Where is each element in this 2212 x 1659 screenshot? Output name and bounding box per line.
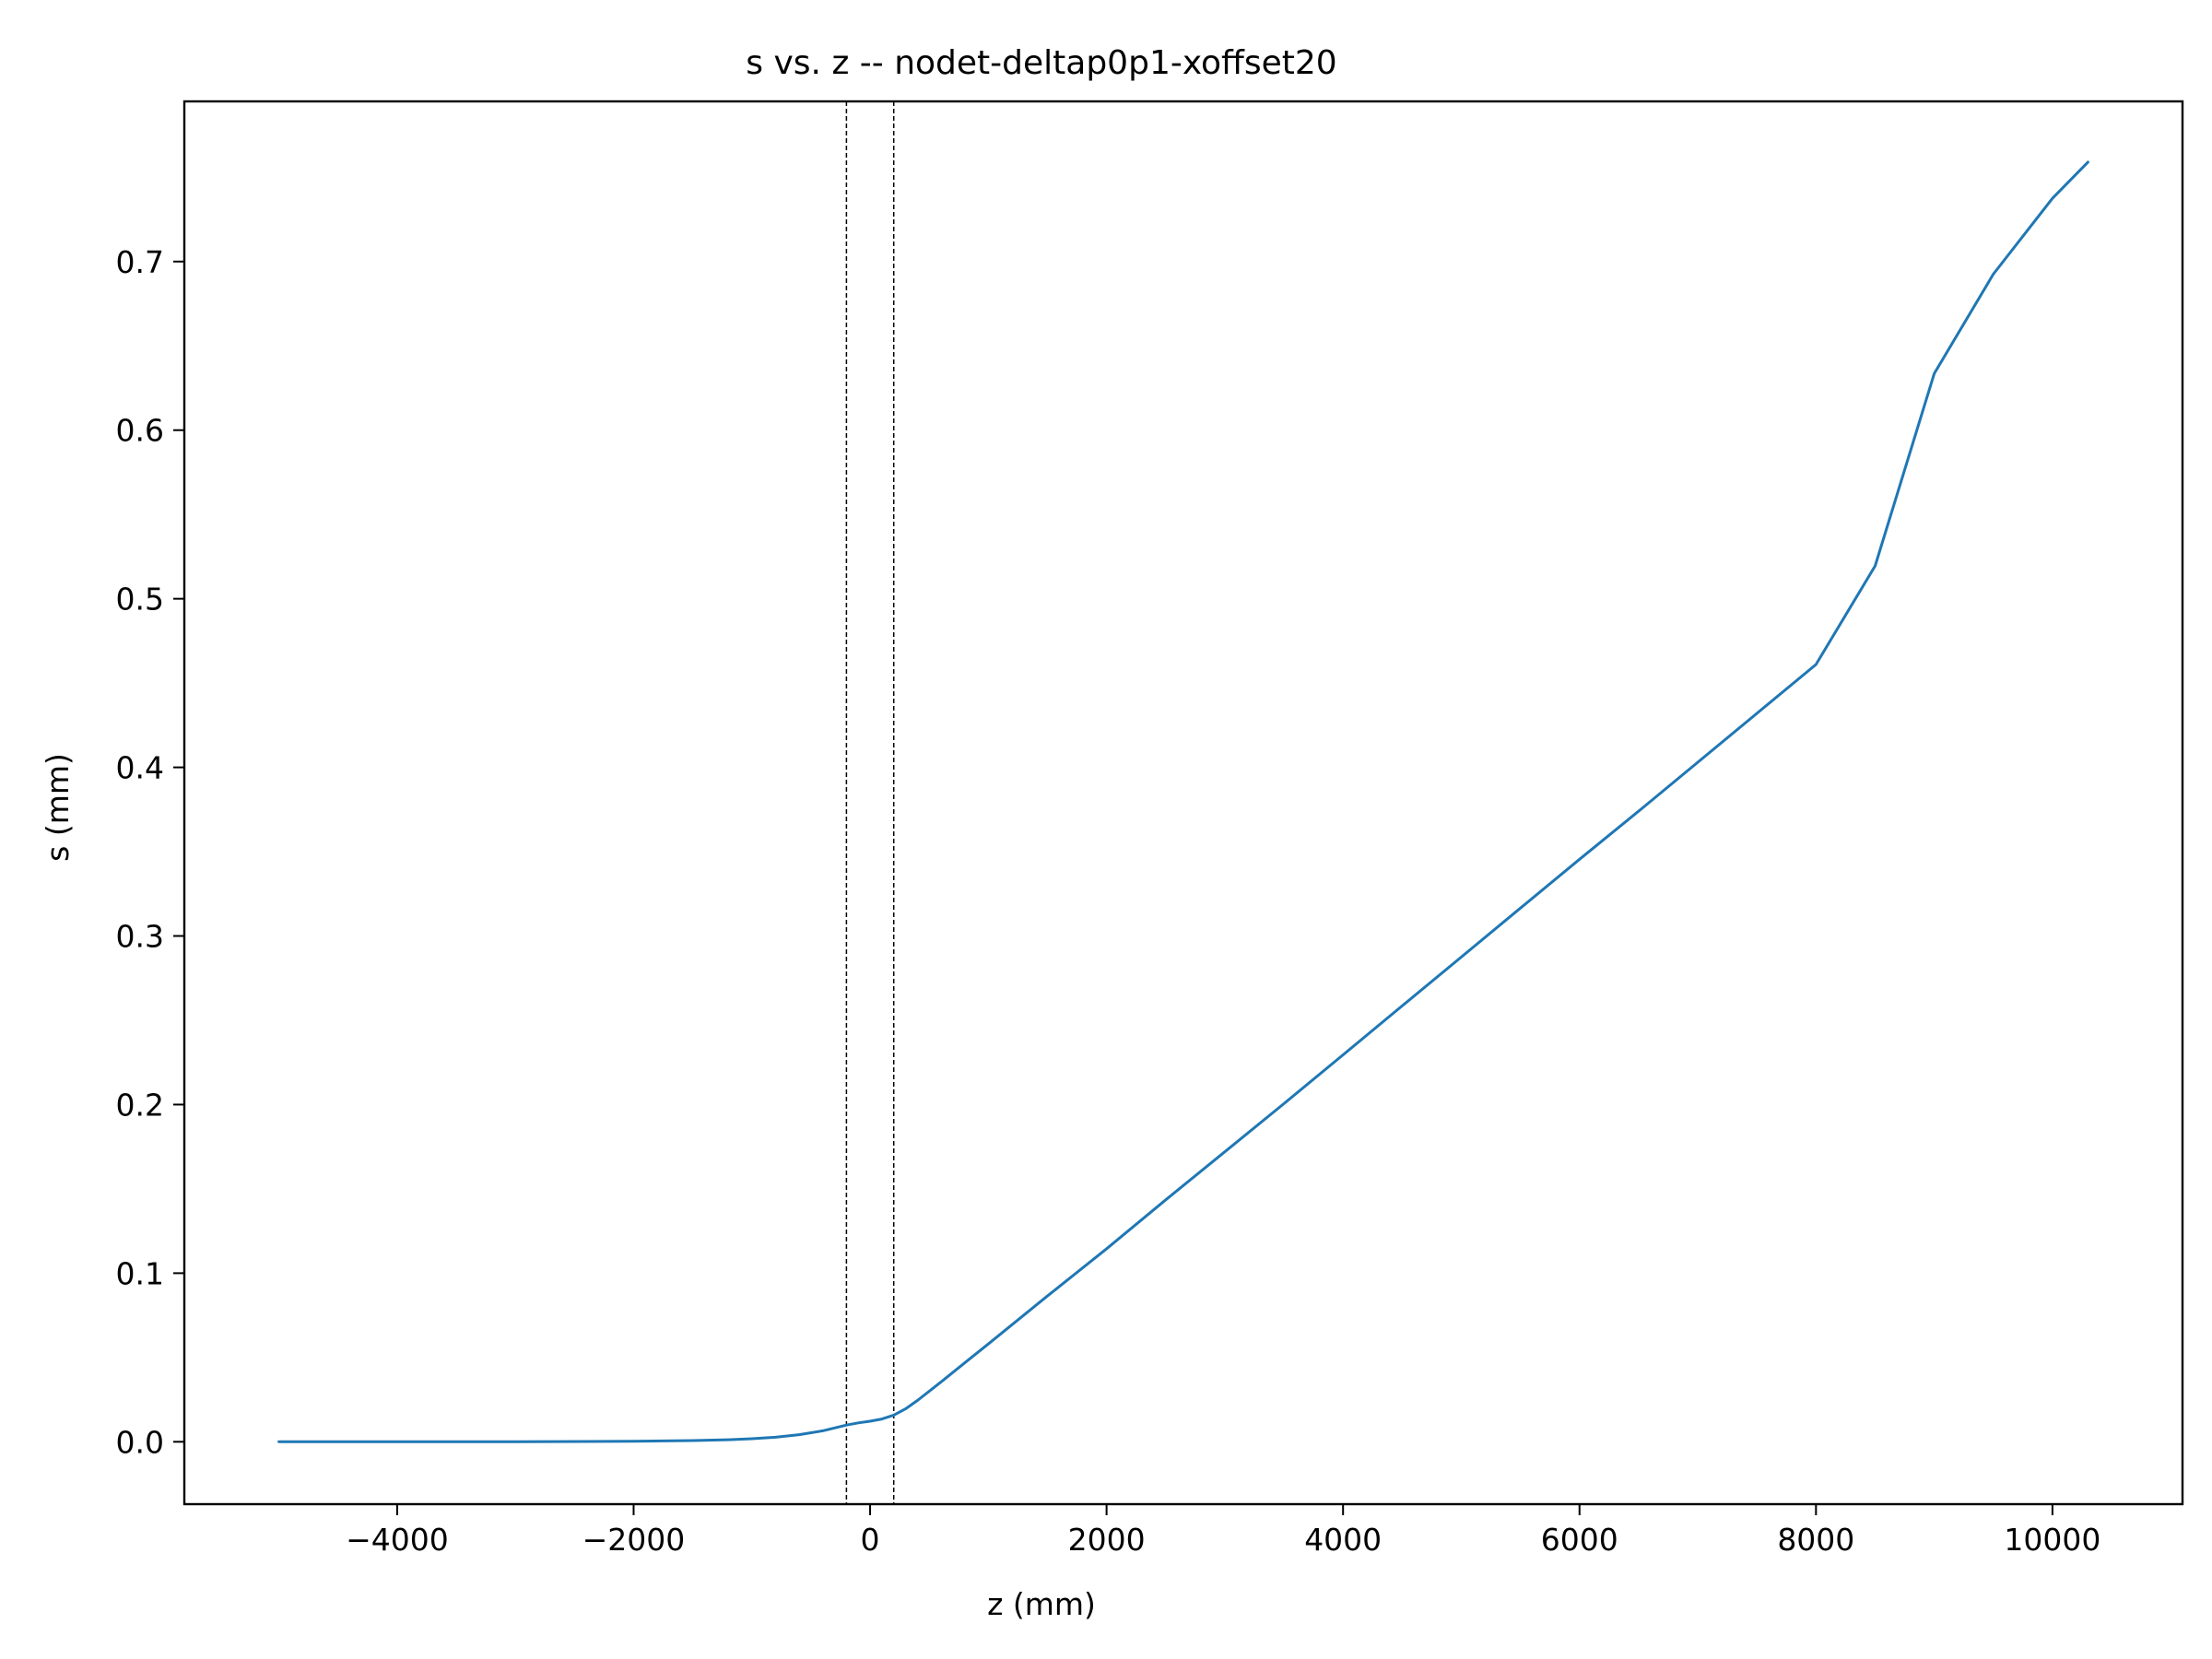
x-tick-label: 8000	[1777, 1522, 1854, 1558]
x-tick-label: 0	[861, 1522, 880, 1558]
x-tick-label: 2000	[1068, 1522, 1146, 1558]
x-tick-label: 10000	[2004, 1522, 2100, 1558]
y-tick-label: 0.4	[116, 750, 164, 786]
x-tick-label: −2000	[582, 1522, 686, 1558]
x-axis: −4000 −2000 0 2000 4000 6000 8000 10000	[346, 1504, 2100, 1558]
x-tick-label: 6000	[1541, 1522, 1618, 1558]
y-tick-label: 0.1	[116, 1255, 164, 1291]
y-axis: 0.0 0.1 0.2 0.3 0.4 0.5 0.6 0.7	[116, 244, 184, 1460]
y-tick-label: 0.7	[116, 244, 164, 280]
chart-title: s vs. z -- nodet-deltap0p1-xoffset20	[746, 44, 1336, 82]
series-line-1	[277, 160, 2089, 1443]
plot-marks	[277, 101, 2089, 1504]
plot-area-frame	[182, 100, 2184, 1506]
y-tick-label: 0.5	[116, 582, 164, 618]
y-tick-label: 0.0	[116, 1424, 164, 1460]
y-tick-label: 0.2	[116, 1087, 164, 1123]
y-tick-label: 0.3	[116, 919, 164, 955]
y-axis-label: s (mm)	[40, 753, 76, 862]
x-axis-label: z (mm)	[987, 1586, 1096, 1622]
x-tick-label: 4000	[1304, 1522, 1382, 1558]
y-tick-label: 0.6	[116, 413, 164, 449]
x-tick-label: −4000	[346, 1522, 449, 1558]
